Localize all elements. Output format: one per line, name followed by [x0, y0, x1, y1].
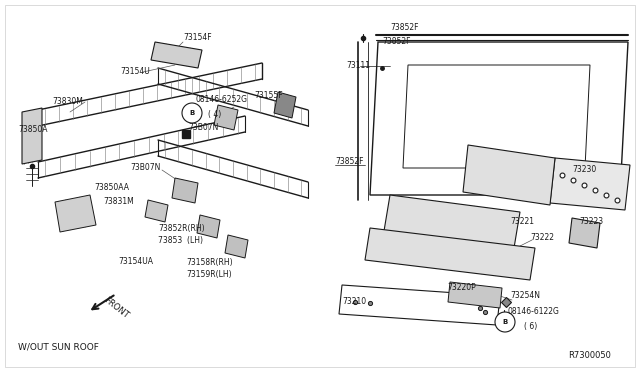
Polygon shape — [384, 195, 520, 248]
Text: 73B07N: 73B07N — [188, 124, 218, 132]
Text: 73852F: 73852F — [390, 23, 419, 32]
Text: 08146-6252G: 08146-6252G — [196, 96, 248, 105]
Text: ( 6): ( 6) — [524, 321, 537, 330]
Polygon shape — [550, 158, 630, 210]
Text: 73220P: 73220P — [447, 283, 476, 292]
Text: 73155F: 73155F — [254, 92, 283, 100]
Text: 73221: 73221 — [510, 218, 534, 227]
Text: 73850AA: 73850AA — [94, 183, 129, 192]
Text: 73852F: 73852F — [335, 157, 364, 167]
Text: ( 4): ( 4) — [208, 109, 221, 119]
Text: 73158R(RH): 73158R(RH) — [186, 257, 232, 266]
Polygon shape — [448, 282, 502, 308]
Polygon shape — [274, 92, 296, 118]
Text: 73254N: 73254N — [510, 292, 540, 301]
Text: 73159R(LH): 73159R(LH) — [186, 270, 232, 279]
Polygon shape — [365, 228, 535, 280]
Text: R7300050: R7300050 — [568, 352, 611, 360]
Polygon shape — [225, 235, 248, 258]
Polygon shape — [197, 215, 220, 238]
Polygon shape — [55, 195, 96, 232]
Text: FRONT: FRONT — [102, 296, 130, 320]
Polygon shape — [214, 105, 238, 130]
Polygon shape — [151, 42, 202, 68]
Text: 08146-6122G: 08146-6122G — [508, 308, 560, 317]
Text: 73222: 73222 — [530, 234, 554, 243]
Polygon shape — [569, 218, 600, 248]
Text: B: B — [502, 319, 508, 325]
Text: 73B07N: 73B07N — [130, 164, 161, 173]
Polygon shape — [172, 178, 198, 203]
Text: 73852R(RH): 73852R(RH) — [158, 224, 205, 232]
Text: W/OUT SUN ROOF: W/OUT SUN ROOF — [18, 342, 99, 351]
Text: 73852F: 73852F — [382, 36, 410, 45]
Text: 73230: 73230 — [572, 166, 596, 174]
Text: 73154F: 73154F — [183, 33, 212, 42]
Polygon shape — [463, 145, 555, 205]
Text: B: B — [189, 110, 195, 116]
Text: 73853  (LH): 73853 (LH) — [158, 237, 203, 246]
Bar — [182, 130, 190, 138]
Text: 73223: 73223 — [579, 218, 603, 227]
Circle shape — [495, 312, 515, 332]
Polygon shape — [22, 108, 42, 164]
Text: 73154UA: 73154UA — [118, 257, 153, 266]
Polygon shape — [145, 200, 168, 222]
Circle shape — [182, 103, 202, 123]
Text: 73154U: 73154U — [120, 67, 150, 77]
Text: 73210: 73210 — [342, 298, 366, 307]
Text: 73111: 73111 — [346, 61, 370, 70]
Text: 73831M: 73831M — [103, 198, 134, 206]
Text: 73850A: 73850A — [18, 125, 47, 135]
Text: 73830M: 73830M — [52, 97, 83, 106]
